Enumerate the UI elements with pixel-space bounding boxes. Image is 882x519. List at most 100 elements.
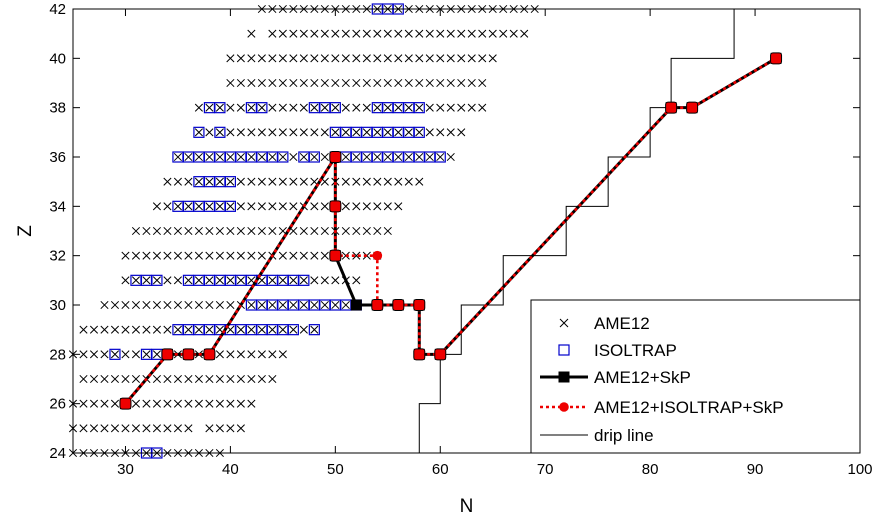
ame12-point (268, 29, 277, 38)
ame12-point (173, 202, 182, 211)
ame12-point (257, 325, 266, 334)
y-tick-label: 42 (49, 1, 66, 18)
ame12-point (362, 29, 371, 38)
ame12-point (299, 152, 308, 162)
ame12-point (341, 300, 350, 310)
ame12-point (257, 374, 266, 384)
ame12-point (278, 350, 287, 359)
ame12-point (215, 300, 224, 310)
ame12-skp-point (350, 299, 362, 311)
ame12-isoltrap-skp-point (372, 250, 383, 261)
ame12-point (331, 78, 340, 88)
ame12-point (121, 276, 130, 285)
ame12-point (320, 152, 329, 162)
ame12-point (205, 300, 214, 310)
ame12-point (352, 226, 361, 236)
ame12-point (383, 202, 392, 211)
ame12-point (173, 374, 182, 384)
y-tick-label: 32 (49, 248, 66, 265)
ame12-point (320, 276, 329, 285)
ame12-point (110, 325, 120, 334)
ame12-point (247, 78, 256, 88)
ame12-point (352, 128, 361, 137)
x-tick-label: 100 (847, 461, 872, 478)
legend-label: AME12+ISOLTRAP+SkP (594, 398, 784, 417)
ame12-point (320, 54, 329, 63)
ame12-point (194, 202, 203, 211)
ame12-point (467, 103, 476, 112)
ame12-point (299, 251, 308, 260)
ame12-point (352, 78, 361, 88)
ame12-point (163, 226, 172, 236)
ame12-point (278, 251, 287, 260)
isoltrap-point (298, 274, 310, 286)
ame12-point (236, 325, 245, 334)
ame12-point (415, 29, 424, 38)
ame12-point (436, 78, 445, 88)
ame12-point (257, 54, 266, 63)
legend-label: AME12 (594, 314, 650, 333)
ame12-point (247, 350, 256, 359)
ame12-point (478, 29, 487, 38)
ame12-point (394, 78, 403, 88)
ame12-point (352, 152, 361, 162)
ame12-point (236, 103, 245, 112)
ame12-point (289, 202, 298, 211)
ame12-point (299, 177, 308, 186)
ame12-point (163, 276, 172, 285)
ame12-point (404, 128, 413, 137)
ame12-point (110, 300, 120, 310)
ame12-point (79, 374, 88, 384)
ame12-point (173, 399, 182, 408)
ame12-point (415, 78, 424, 88)
ame12-point (184, 202, 193, 211)
ame12-point (446, 54, 455, 63)
ame12-point (79, 350, 88, 359)
isoltrap-point (413, 126, 425, 138)
ame12-point (352, 251, 361, 260)
ame12-point (341, 251, 350, 260)
x-tick-label: 70 (537, 461, 554, 478)
isoltrap-point (308, 151, 320, 163)
ame12-point (257, 251, 266, 260)
ame12-point (331, 128, 340, 137)
isoltrap-point (224, 200, 236, 212)
ame12-point (226, 177, 235, 186)
ame12-point (215, 128, 224, 137)
ame12-point (310, 276, 319, 285)
ame12-point (278, 276, 287, 285)
ame12-point (205, 374, 214, 384)
ame12-point (310, 226, 319, 236)
x-tick-label: 40 (222, 461, 239, 478)
ame12-point (215, 374, 224, 384)
isoltrap-point (214, 126, 226, 138)
isoltrap-point (224, 176, 236, 188)
ame12-point (236, 128, 245, 137)
ame12-point (436, 152, 445, 162)
ame12-point (152, 251, 162, 260)
ame12-point (394, 29, 403, 38)
ame12-point (404, 54, 413, 63)
ame12-point (289, 29, 298, 38)
ame12-point (215, 424, 224, 433)
ame12-point (205, 177, 214, 186)
ame12-point (226, 399, 235, 408)
ame12-point (257, 78, 266, 88)
ame12-point (247, 251, 256, 260)
ame12-point (373, 103, 382, 112)
ame12-point (100, 424, 109, 433)
ame12-point (341, 202, 350, 211)
ame12-point (341, 152, 350, 162)
ame12-point (352, 29, 361, 38)
ame12-point (457, 103, 466, 112)
ame12-point (310, 29, 319, 38)
ame12-point (341, 78, 350, 88)
ame12-point (173, 300, 182, 310)
ame12-point (257, 103, 266, 112)
ame12-point (352, 54, 361, 63)
y-tick-label: 38 (49, 100, 66, 117)
ame12-point (152, 350, 162, 359)
ame12-point (488, 29, 497, 38)
ame12-point (121, 424, 130, 433)
ame12-point (215, 202, 224, 211)
